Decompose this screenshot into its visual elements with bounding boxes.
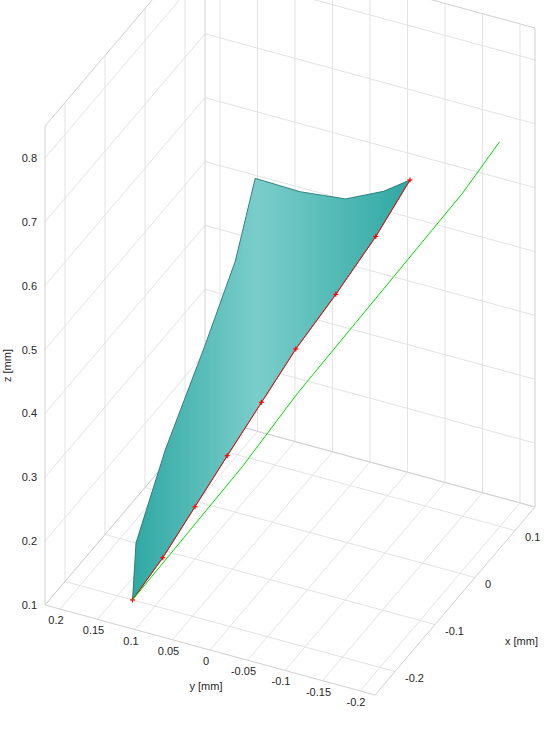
- svg-text:0.1: 0.1: [22, 599, 37, 611]
- svg-text:0.4: 0.4: [22, 407, 37, 419]
- svg-text:-0.1: -0.1: [272, 675, 291, 687]
- svg-text:0.5: 0.5: [22, 344, 37, 356]
- svg-text:-0.05: -0.05: [231, 665, 256, 677]
- svg-text:0.05: 0.05: [158, 645, 179, 657]
- svg-text:0: 0: [203, 655, 209, 667]
- svg-text:0.2: 0.2: [22, 535, 37, 547]
- svg-text:0.15: 0.15: [83, 624, 104, 636]
- svg-text:x [mm]: x [mm]: [505, 635, 538, 647]
- svg-text:y [mm]: y [mm]: [190, 680, 223, 692]
- svg-text:0: 0: [485, 578, 491, 590]
- svg-text:0.1: 0.1: [123, 635, 138, 647]
- svg-text:-0.1: -0.1: [445, 625, 464, 637]
- svg-text:0.3: 0.3: [22, 471, 37, 483]
- svg-text:z [mm]: z [mm]: [1, 349, 13, 382]
- svg-text:0.1: 0.1: [525, 531, 540, 543]
- svg-text:0.8: 0.8: [22, 152, 37, 164]
- svg-text:0.7: 0.7: [22, 216, 37, 228]
- svg-text:0.2: 0.2: [48, 614, 63, 626]
- svg-text:0.6: 0.6: [22, 280, 37, 292]
- svg-text:-0.15: -0.15: [306, 686, 331, 698]
- svg-text:-0.2: -0.2: [405, 672, 424, 684]
- svg-text:-0.2: -0.2: [347, 696, 366, 708]
